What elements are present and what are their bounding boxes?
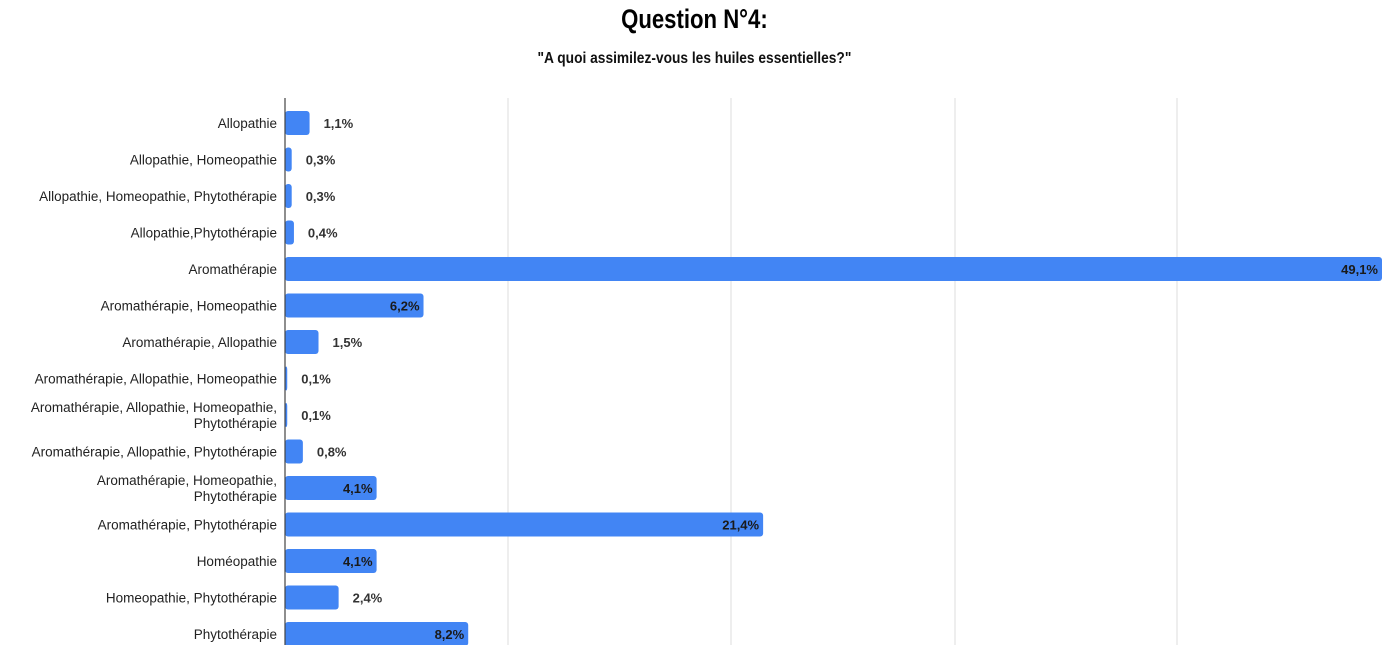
data-label: 4,1% bbox=[343, 554, 373, 569]
bar bbox=[285, 622, 469, 645]
category-label: Aromathérapie bbox=[188, 262, 277, 277]
data-label: 49,1% bbox=[1341, 262, 1378, 277]
category-label: Homeopathie, Phytothérapie bbox=[106, 591, 277, 606]
data-label: 6,2% bbox=[390, 299, 420, 314]
data-label: 0,8% bbox=[317, 445, 347, 460]
bar bbox=[285, 549, 377, 573]
bar bbox=[285, 330, 319, 354]
bar bbox=[285, 585, 339, 610]
data-label: 0,3% bbox=[306, 153, 336, 168]
data-label: 1,1% bbox=[324, 116, 354, 131]
category-label: Allopathie,Phytothérapie bbox=[131, 226, 277, 241]
chart-title: Question N°4: bbox=[621, 4, 768, 34]
category-label: Allopathie, Homeopathie, Phytothérapie bbox=[39, 189, 277, 204]
chart-subtitle: "A quoi assimilez-vous les huiles essent… bbox=[537, 50, 852, 67]
data-label: 21,4% bbox=[722, 518, 759, 533]
category-label: Phytothérapie bbox=[194, 627, 277, 642]
data-label: 4,1% bbox=[343, 481, 373, 496]
category-label: Aromathérapie, Homeopathie bbox=[101, 299, 277, 314]
category-label: Aromathérapie, Allopathie bbox=[122, 335, 277, 350]
data-label: 0,1% bbox=[301, 408, 331, 423]
category-label: Aromathérapie, Homeopathie, Phytothérapie bbox=[97, 473, 277, 504]
bar bbox=[285, 111, 310, 135]
category-label: Aromathérapie, Allopathie, Homeopathie bbox=[35, 372, 277, 387]
category-label: Aromathérapie, Phytothérapie bbox=[98, 518, 277, 533]
data-label: 0,3% bbox=[306, 189, 336, 204]
bar bbox=[285, 512, 764, 537]
category-label: Homéopathie bbox=[197, 554, 277, 569]
category-label: Allopathie, Homeopathie bbox=[130, 153, 277, 168]
bar bbox=[285, 147, 292, 172]
data-label: 8,2% bbox=[435, 627, 465, 642]
data-label: 2,4% bbox=[353, 591, 383, 606]
category-label: Allopathie bbox=[218, 116, 277, 131]
data-label: 1,5% bbox=[333, 335, 363, 350]
data-label: 0,4% bbox=[308, 226, 338, 241]
bar bbox=[285, 293, 424, 318]
bar bbox=[285, 220, 294, 245]
bar bbox=[285, 476, 377, 500]
category-label: Aromathérapie, Allopathie, Phytothérapie bbox=[32, 445, 277, 460]
category-label: Aromathérapie, Allopathie, Homeopathie, P… bbox=[31, 400, 277, 431]
bar bbox=[285, 184, 292, 208]
bar bbox=[285, 257, 1382, 281]
bar bbox=[285, 439, 303, 464]
data-label: 0,1% bbox=[301, 372, 331, 387]
